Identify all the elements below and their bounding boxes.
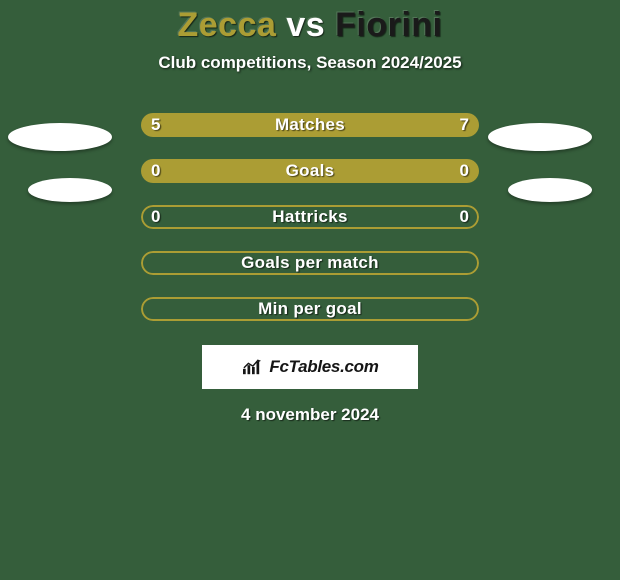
stat-label: Goals per match	[141, 251, 479, 275]
stat-value-right: 0	[460, 205, 469, 229]
page-title: Zecca vs Fiorini	[177, 6, 442, 45]
stat-row: Hattricks0 0	[0, 205, 620, 229]
date-label: 4 november 2024	[241, 405, 379, 425]
stat-value-left: 0	[151, 159, 160, 183]
stat-bar: Hattricks0 0	[141, 205, 479, 229]
player-marker-right	[508, 178, 592, 202]
stat-value-left: 0	[151, 205, 160, 229]
stat-value-right: 0	[460, 159, 469, 183]
stat-label: Min per goal	[141, 297, 479, 321]
source-badge-text: FcTables.com	[269, 357, 378, 377]
stat-bar: Min per goal	[141, 297, 479, 321]
stat-row: Min per goal	[0, 297, 620, 321]
stat-row: Goals per match	[0, 251, 620, 275]
stat-label: Matches	[141, 113, 479, 137]
stat-label: Goals	[141, 159, 479, 183]
stat-bar: Matches5 7	[141, 113, 479, 137]
stat-bar: Goals per match	[141, 251, 479, 275]
title-player-left: Zecca	[177, 6, 276, 44]
player-marker-left	[28, 178, 112, 202]
subtitle: Club competitions, Season 2024/2025	[158, 53, 461, 73]
source-badge: FcTables.com	[202, 345, 418, 389]
title-player-right: Fiorini	[335, 6, 442, 44]
player-marker-left	[8, 123, 112, 151]
player-marker-right	[488, 123, 592, 151]
chart-icon	[241, 358, 263, 376]
stat-bar: Goals0 0	[141, 159, 479, 183]
stat-value-right: 7	[460, 113, 469, 137]
comparison-infographic: Zecca vs Fiorini Club competitions, Seas…	[0, 0, 620, 580]
stat-value-left: 5	[151, 113, 160, 137]
stat-label: Hattricks	[141, 205, 479, 229]
title-vs: vs	[286, 6, 325, 44]
